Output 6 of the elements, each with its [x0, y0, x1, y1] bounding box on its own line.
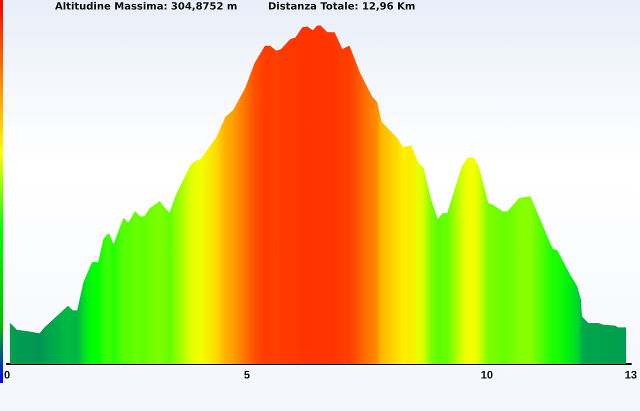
text: Distanza Totale: 12,96 Km	[268, 2, 416, 12]
x-tick-label: 0	[4, 370, 10, 382]
x-tick-label: 5	[244, 370, 250, 382]
x-tick-label: 10	[480, 370, 494, 382]
x-tick-label: 13	[624, 370, 638, 382]
text: Altitudine Massima: 304,8752 m	[55, 2, 238, 12]
